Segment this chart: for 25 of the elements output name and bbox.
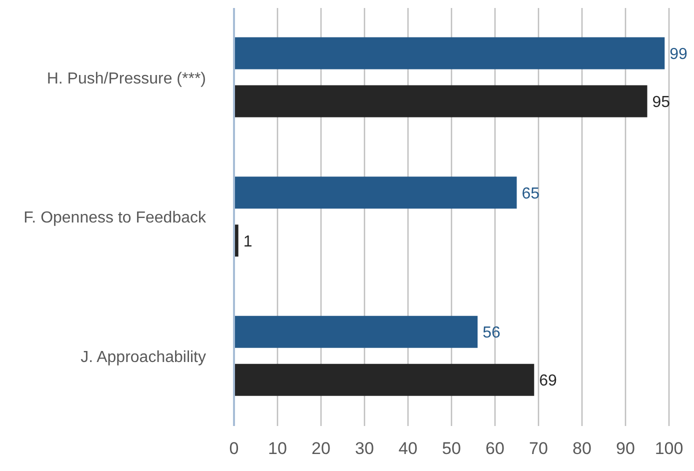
data-label: 99: [670, 46, 688, 63]
data-label: 65: [522, 185, 540, 202]
data-label: 56: [482, 324, 500, 342]
bar: [234, 176, 517, 209]
x-tick-label: 30: [355, 439, 374, 458]
x-tick-label: 40: [398, 439, 418, 458]
x-tick-label: 100: [654, 439, 684, 458]
bar: [234, 37, 665, 70]
x-tick-label: 10: [268, 439, 287, 458]
bar: [234, 364, 534, 396]
x-tick-label: 20: [312, 439, 330, 458]
y-tick-label: F. Openness to Feedback: [24, 210, 207, 227]
bar: [234, 85, 648, 118]
bar: [234, 316, 478, 348]
data-label: 1: [243, 233, 252, 250]
x-tick-label: 0: [229, 439, 239, 458]
data-label: 69: [539, 372, 558, 390]
x-tick-label: 80: [572, 439, 592, 458]
x-tick-label: 90: [616, 439, 635, 458]
y-tick-label: H. Push/Pressure (***): [46, 70, 206, 88]
x-tick-label: 70: [529, 439, 548, 458]
data-label: 95: [652, 94, 670, 111]
x-tick-label: 50: [442, 439, 461, 458]
x-tick-label: 60: [486, 439, 504, 458]
y-tick-label: J. Approachability: [80, 349, 206, 366]
